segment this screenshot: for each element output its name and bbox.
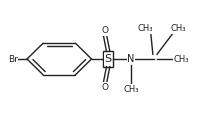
Text: CH₃: CH₃ bbox=[170, 24, 186, 33]
Text: CH₃: CH₃ bbox=[138, 24, 153, 33]
Text: CH₃: CH₃ bbox=[123, 85, 139, 94]
Text: CH₃: CH₃ bbox=[173, 55, 189, 63]
Text: S: S bbox=[105, 54, 112, 64]
Text: O: O bbox=[102, 26, 109, 35]
Text: Br: Br bbox=[8, 55, 18, 63]
Text: N: N bbox=[127, 54, 135, 64]
Bar bbox=[103, 51, 113, 67]
Text: O: O bbox=[102, 83, 109, 92]
